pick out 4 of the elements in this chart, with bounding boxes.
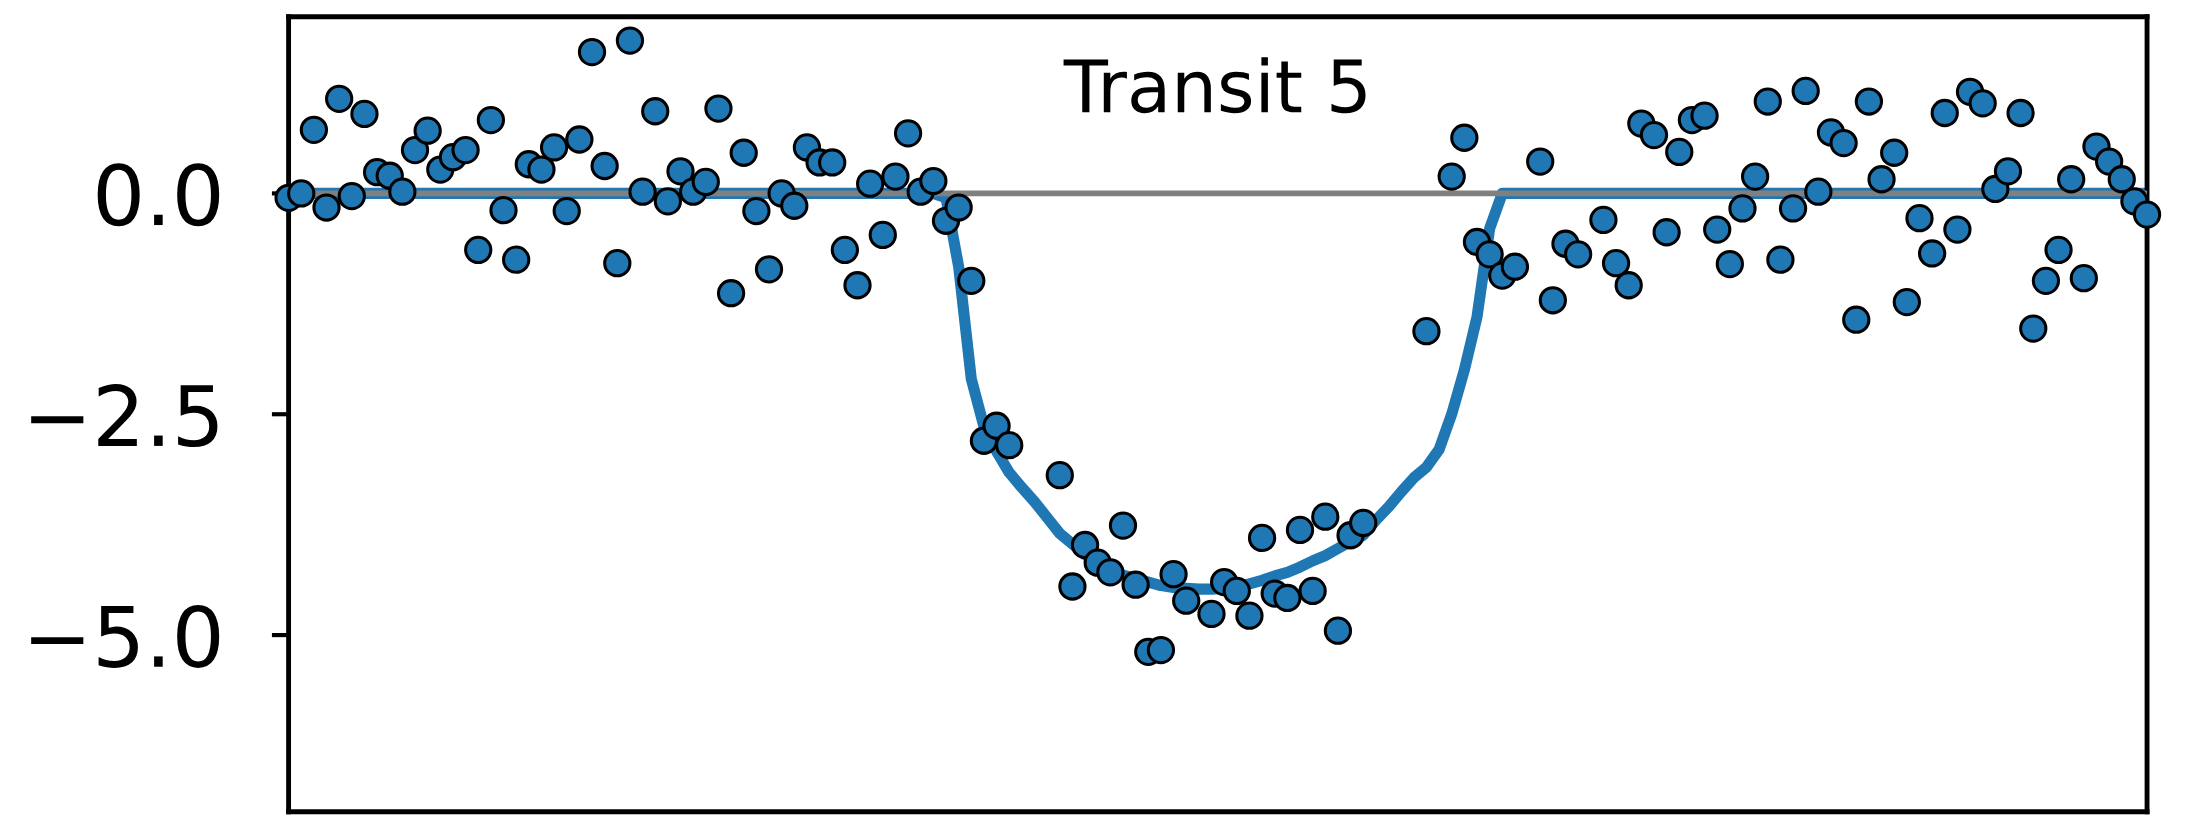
y-tick-label: 0.0 [97, 163, 220, 227]
y-tick-label: −2.5 [31, 384, 218, 448]
chart-title: Transit 5 [1063, 57, 1366, 114]
y-tick-label: −5.0 [31, 604, 220, 668]
